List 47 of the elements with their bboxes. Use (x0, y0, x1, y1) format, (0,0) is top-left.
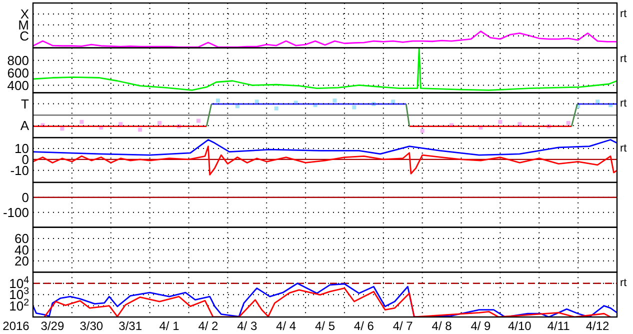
line-series (33, 48, 617, 91)
line-series (44, 288, 612, 317)
x-tick-label: 4/ 4 (276, 319, 296, 333)
y-tick-label: 0 (22, 190, 29, 205)
y-tick-label: -100 (2, 204, 29, 220)
line-series (33, 139, 617, 156)
x-tick-label: 3/30 (80, 319, 104, 333)
x-tick-label: 4/ 3 (237, 319, 258, 333)
text: rt (620, 142, 627, 155)
x-axis-title: 2016 (2, 319, 30, 333)
x-tick-label: 4/12 (586, 319, 610, 333)
x-tick-label: 4/10 (508, 319, 532, 333)
x-tick-label: 4/ 5 (314, 319, 336, 333)
x-tick-label: 4/ 1 (159, 319, 180, 333)
x-tick-label: 4/ 2 (198, 319, 219, 333)
point (80, 120, 84, 124)
point (274, 106, 278, 110)
x-tick-label: 4/ 6 (354, 319, 374, 333)
point (566, 120, 570, 125)
text: T (21, 96, 30, 112)
point (498, 120, 502, 124)
y-tick-label: 800 (7, 52, 29, 68)
point (254, 100, 259, 104)
y-tick-label: 400 (7, 78, 29, 93)
text: rt (620, 277, 627, 290)
x-tick-label: 4/11 (547, 319, 570, 333)
x-tick-label: 4/ 9 (470, 319, 492, 333)
x-tick-label: 3/31 (118, 319, 142, 333)
y-tick-label: 600 (7, 65, 29, 80)
text: rt (620, 52, 627, 65)
point (420, 128, 424, 133)
point (352, 105, 356, 110)
line-series (33, 146, 617, 176)
point (196, 118, 200, 123)
point (332, 98, 337, 103)
point (216, 98, 220, 103)
text: rt (620, 8, 627, 20)
x-tick-label: 4/ 7 (392, 319, 414, 333)
x-tick-label: 3/29 (40, 319, 64, 333)
text: rt (620, 98, 627, 110)
text: A (20, 118, 30, 134)
point (138, 128, 142, 132)
point (391, 100, 396, 104)
point (158, 120, 162, 125)
point (596, 100, 600, 104)
line-series (33, 282, 617, 317)
x-tick-label: 4/ 8 (432, 319, 452, 333)
